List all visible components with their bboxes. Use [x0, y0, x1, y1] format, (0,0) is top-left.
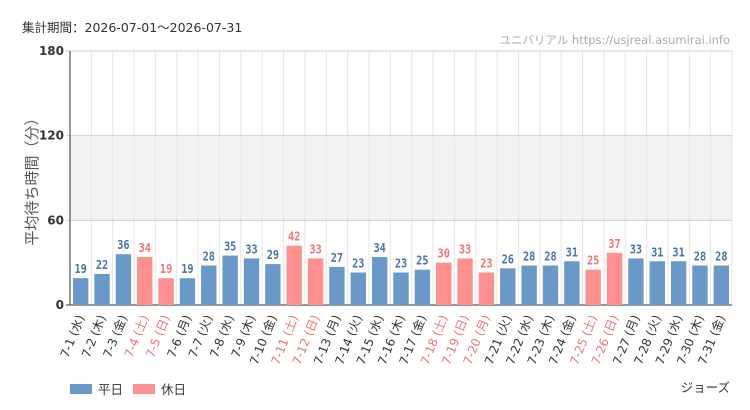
y-axis-label: 平均待ち時間（分） — [23, 110, 41, 245]
data-label: 23 — [352, 256, 364, 271]
legend-weekday-swatch — [70, 383, 92, 394]
bar — [72, 278, 89, 305]
bar — [265, 264, 281, 305]
data-label: 28 — [715, 248, 727, 263]
bar — [457, 258, 473, 305]
bar — [670, 261, 687, 305]
data-label: 19 — [181, 261, 193, 276]
bar — [628, 258, 644, 305]
data-label: 25 — [587, 253, 599, 268]
bar — [692, 265, 708, 305]
bar — [179, 278, 196, 305]
bar — [436, 262, 452, 305]
legend-holiday-label: 休日 — [161, 382, 187, 397]
data-label: 33 — [630, 241, 642, 256]
data-label: 19 — [75, 261, 87, 276]
data-label: 31 — [566, 244, 578, 259]
bar — [329, 266, 345, 305]
legend-holiday: 休日 — [133, 379, 186, 398]
bar — [649, 261, 665, 305]
y-tick-label: 60 — [47, 213, 64, 227]
data-label: 31 — [672, 244, 684, 259]
bar — [478, 272, 495, 305]
bar — [115, 254, 132, 305]
shaded-band — [70, 135, 732, 221]
data-label: 28 — [544, 248, 556, 263]
bar — [307, 258, 324, 305]
bar — [371, 257, 388, 305]
data-label: 42 — [288, 229, 300, 244]
legend-weekday-label: 平日 — [98, 382, 124, 397]
data-label: 35 — [224, 239, 236, 254]
data-label: 23 — [480, 256, 492, 271]
data-label: 33 — [459, 241, 471, 256]
source-credit: ユニバリアル https://usjreal.asumirai.info — [499, 33, 730, 47]
data-label: 36 — [117, 237, 129, 252]
data-label: 28 — [523, 248, 535, 263]
y-tick-label: 180 — [39, 44, 64, 58]
data-label: 27 — [331, 250, 343, 265]
data-label: 34 — [139, 240, 151, 255]
bar — [414, 269, 431, 305]
bar — [201, 265, 217, 305]
data-label: 33 — [245, 241, 257, 256]
data-label: 19 — [160, 261, 172, 276]
data-label: 26 — [502, 251, 514, 266]
bar — [286, 245, 302, 305]
bar — [350, 272, 366, 305]
bar — [564, 261, 580, 305]
data-label: 31 — [651, 244, 663, 259]
y-tick-label: 0 — [56, 298, 64, 312]
bar — [158, 278, 174, 305]
bar — [94, 273, 110, 305]
bar — [521, 265, 537, 305]
data-label: 28 — [203, 248, 215, 263]
data-label: 25 — [416, 253, 428, 268]
bar — [137, 257, 153, 305]
data-label: 23 — [395, 256, 407, 271]
collection-period: 集計期間：2026-07-01～2026-07-31 — [22, 20, 243, 35]
bar — [606, 252, 623, 305]
data-label: 37 — [608, 236, 620, 251]
legend-holiday-swatch — [133, 383, 155, 394]
bar — [243, 258, 260, 305]
y-tick-label: 120 — [39, 129, 64, 143]
data-label: 22 — [96, 257, 108, 272]
bar — [713, 265, 730, 305]
data-label: 33 — [309, 241, 321, 256]
data-label: 28 — [694, 248, 706, 263]
data-label: 30 — [438, 246, 450, 261]
bar — [500, 268, 516, 305]
attraction-name: ジョーズ — [680, 380, 730, 395]
bar — [393, 272, 409, 305]
bar — [222, 255, 238, 305]
data-label: 29 — [267, 247, 279, 262]
data-label: 34 — [373, 240, 385, 255]
bar — [585, 269, 601, 305]
bar — [542, 265, 559, 305]
legend-weekday: 平日 — [70, 379, 123, 398]
